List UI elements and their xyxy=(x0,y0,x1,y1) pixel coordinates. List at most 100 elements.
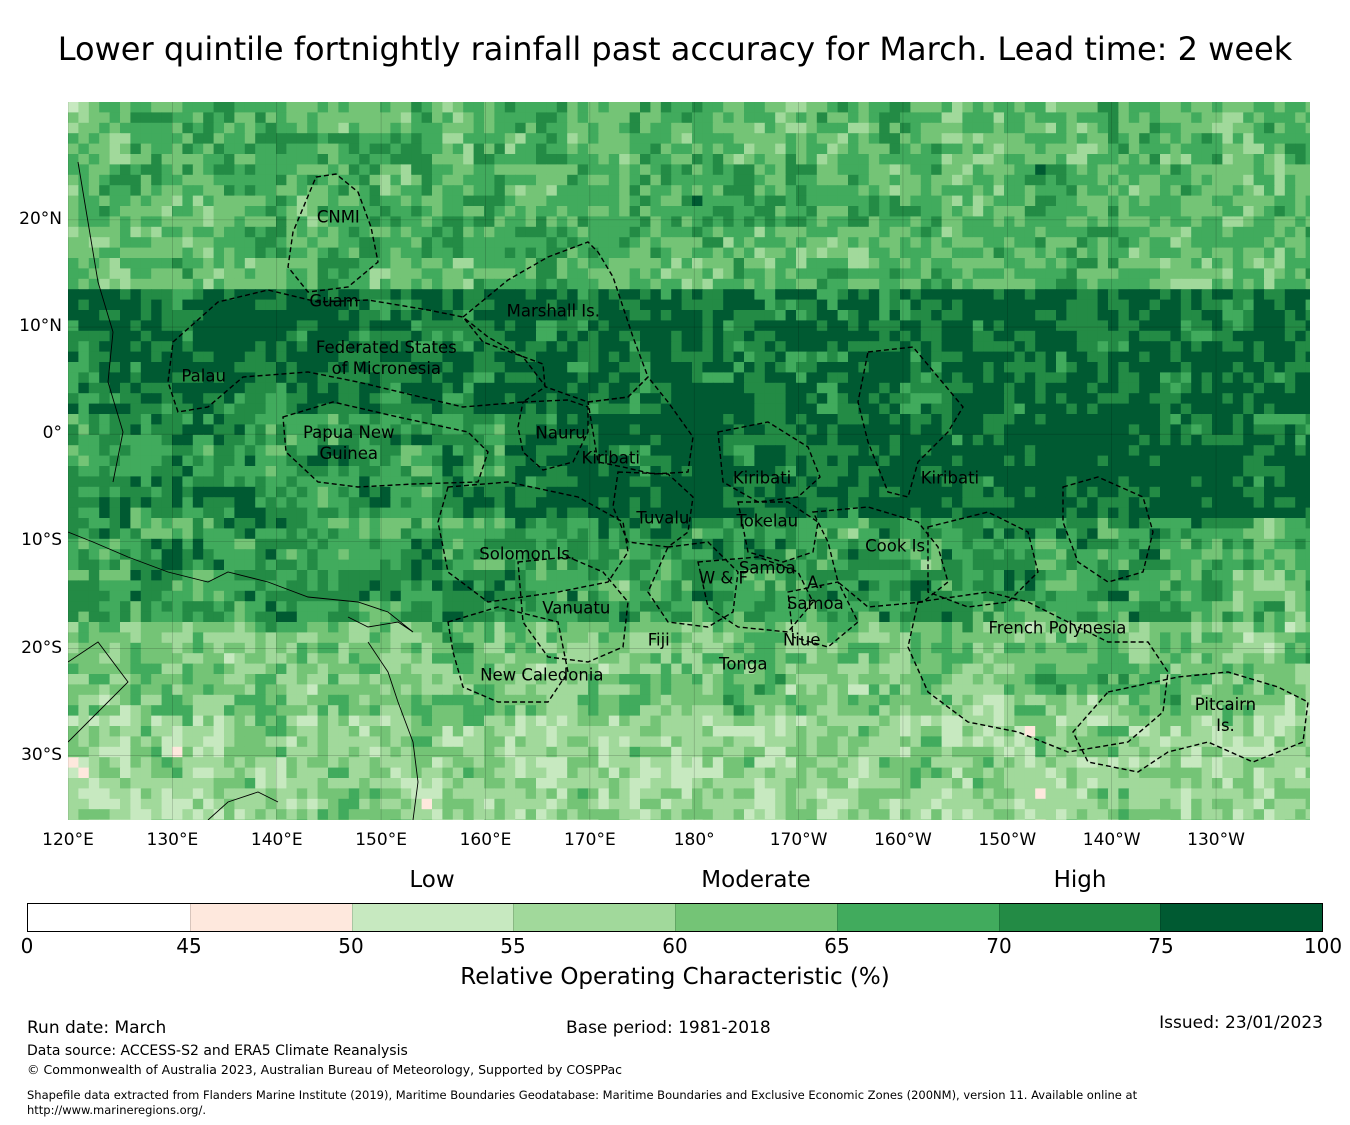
region-label: A. Samoa xyxy=(786,572,844,613)
region-label: Niue xyxy=(782,630,821,650)
region-label: CNMI xyxy=(316,207,360,227)
region-label: New Caledonia xyxy=(480,665,604,685)
shapefile-credit-line-2: http://www.marineregions.org/. xyxy=(27,1103,206,1117)
eez-boundary xyxy=(787,581,859,648)
data-source: Data source: ACCESS-S2 and ERA5 Climate … xyxy=(27,1043,408,1059)
longitude-label: 130°E xyxy=(146,830,199,850)
latitude-label: 10°S xyxy=(21,530,62,551)
eez-boundary xyxy=(717,421,821,503)
eez-boundary xyxy=(697,556,814,633)
longitude-label: 150°E xyxy=(355,830,407,850)
region-label: Federated States of Micronesia xyxy=(315,338,457,379)
latitude-label: 10°N xyxy=(19,316,62,337)
coastline xyxy=(77,161,124,483)
longitude-label: 170°W xyxy=(769,830,828,850)
colorbar-tick-label: 70 xyxy=(986,934,1012,958)
eez-boundary xyxy=(811,506,949,608)
colorbar-tick-label: 0 xyxy=(20,934,34,958)
region-label: Samoa xyxy=(738,558,796,578)
region-label: Marshall Is. xyxy=(506,301,601,321)
colorbar-tick-label: 65 xyxy=(824,934,850,958)
base-period: Base period: 1981-2018 xyxy=(566,1018,771,1038)
region-label: Kiribati xyxy=(581,448,640,468)
colorbar-tick-label: 45 xyxy=(176,934,202,958)
region-label: Tuvalu xyxy=(636,508,690,528)
legend-category-moderate: Moderate xyxy=(701,867,811,893)
longitude-label: 150°W xyxy=(978,830,1037,850)
eez-boundary xyxy=(167,289,546,413)
region-label: Cook Is. xyxy=(865,536,931,556)
eez-boundary xyxy=(447,606,569,703)
longitude-label: 180° xyxy=(673,830,715,850)
region-label: Vanuatu xyxy=(542,598,611,618)
latitude-label: 0° xyxy=(42,423,62,444)
region-label: Solomon Is. xyxy=(479,544,576,564)
longitude-label: 170°E xyxy=(563,830,616,850)
colorbar-segment xyxy=(513,904,675,931)
colorbar-segment xyxy=(836,904,999,931)
longitude-label: 140°W xyxy=(1082,830,1141,850)
longitude-label: 120°E xyxy=(42,830,94,850)
eez-boundary xyxy=(517,399,589,471)
eez-boundary xyxy=(612,471,694,548)
region-label: Tonga xyxy=(719,654,768,674)
region-label: W & F xyxy=(698,568,749,588)
colorbar-segment xyxy=(675,904,837,931)
eez-boundary xyxy=(437,481,629,603)
region-label: Palau xyxy=(181,366,226,386)
eez-boundary xyxy=(461,241,649,403)
region-label: Guam xyxy=(309,291,359,311)
colorbar-label: Relative Operating Characteristic (%) xyxy=(460,964,890,990)
region-label: Kiribati xyxy=(732,468,792,488)
colorbar xyxy=(27,903,1323,932)
region-label: Papua New Guinea xyxy=(302,422,395,463)
eez-boundary xyxy=(1072,671,1309,773)
eez-boundary xyxy=(647,541,739,628)
rainfall-accuracy-map xyxy=(68,102,1310,820)
copyright: © Commonwealth of Australia 2023, Austra… xyxy=(27,1062,622,1077)
coastline xyxy=(367,641,419,820)
region-label: Fiji xyxy=(647,630,670,650)
accuracy-grid xyxy=(68,102,1310,820)
longitude-label: 160°E xyxy=(459,830,512,850)
eez-boundary xyxy=(287,173,379,293)
eez-boundary xyxy=(517,556,629,663)
eez-boundary xyxy=(282,401,489,488)
colorbar-tick-label: 100 xyxy=(1303,934,1343,958)
colorbar-segment xyxy=(189,904,352,931)
coastline xyxy=(68,531,414,633)
colorbar-tick-label: 60 xyxy=(662,934,688,958)
eez-boundary xyxy=(1062,476,1154,583)
coastline xyxy=(207,791,279,820)
region-label: Kiribati xyxy=(920,468,980,488)
issued-date: Issued: 23/01/2023 xyxy=(1159,1013,1323,1033)
latitude-label: 20°S xyxy=(21,637,62,658)
eez-boundary xyxy=(907,591,1169,753)
longitude-label: 130°W xyxy=(1187,830,1245,850)
chart-title: Lower quintile fortnightly rainfall past… xyxy=(57,30,1293,68)
colorbar-segment xyxy=(351,904,514,931)
colorbar-tick-label: 55 xyxy=(500,934,526,958)
longitude-label: 140°E xyxy=(250,830,303,850)
coastline xyxy=(68,641,129,743)
run-date: Run date: March xyxy=(27,1018,167,1038)
region-label: Tokelau xyxy=(736,511,799,531)
colorbar-tick-label: 75 xyxy=(1148,934,1174,958)
eez-boundary xyxy=(737,501,819,563)
longitude-label: 160°W xyxy=(874,830,932,850)
latitude-label: 20°N xyxy=(19,208,62,229)
colorbar-segment xyxy=(1160,904,1322,931)
region-label: French Polynesia xyxy=(988,618,1127,638)
legend-category-high: High xyxy=(1053,867,1107,893)
colorbar-segment xyxy=(28,904,190,931)
latitude-label: 30°S xyxy=(21,744,62,765)
eez-boundary xyxy=(587,375,694,475)
colorbar-tick-label: 50 xyxy=(338,934,364,958)
region-label: Pitcairn Is. xyxy=(1194,694,1257,735)
eez-boundary xyxy=(857,346,964,498)
colorbar-segment xyxy=(998,904,1161,931)
eez-boundary xyxy=(927,511,1039,608)
legend-category-low: Low xyxy=(409,867,455,893)
region-label: Nauru xyxy=(535,423,586,443)
shapefile-credit-line-1: Shapefile data extracted from Flanders M… xyxy=(27,1088,1138,1102)
